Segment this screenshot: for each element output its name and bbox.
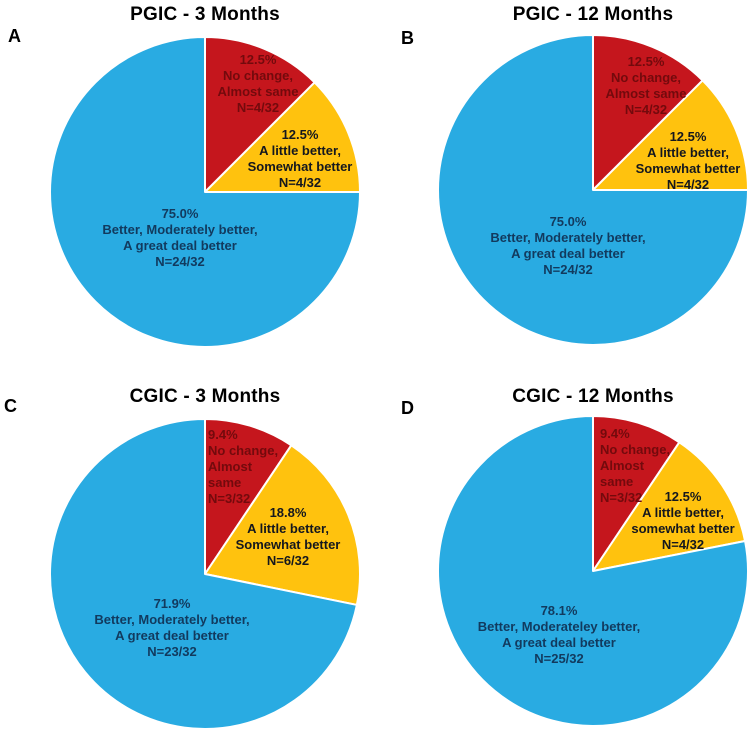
panel-title: PGIC - 3 Months [130,4,280,25]
panel-pgic-12-months: B PGIC - 12 Months 12.5% No change, Almo… [376,0,753,367]
pie-slice-blue [437,34,749,346]
panel-letter: C [4,396,17,416]
panel-cgic-3-months: C CGIC - 3 Months 9.4% No change, Almost… [0,367,376,734]
pie-slice-yellow [204,81,361,193]
pie-slice-yellow [592,79,749,191]
panel-pgic-3-months: A PGIC - 3 Months 12.5% No change, Almos… [0,0,376,367]
panel-letter: D [401,398,414,418]
pie-slice-blue [437,415,749,727]
pie-chart-pgic-3-months [49,36,361,348]
panel-letter: B [401,28,414,48]
pie-chart-cgic-3-months [49,418,361,730]
panel-cgic-12-months: D CGIC - 12 Months 9.4% No change, Almos… [376,367,753,734]
pie-slice-red [204,36,316,193]
panel-title: PGIC - 12 Months [512,4,674,25]
pie-chart-cgic-12-months [437,415,749,727]
pie-slice-red [592,415,681,572]
panel-title: CGIC - 3 Months [129,386,281,407]
pie-slice-yellow [204,444,361,606]
pie-slice-red [204,418,293,575]
pie-slice-blue [49,418,358,730]
pie-chart-pgic-12-months [437,34,749,346]
pie-slice-yellow [592,441,747,572]
pie-slice-red [592,34,704,191]
panel-letter: A [8,26,21,46]
panel-title: CGIC - 12 Months [512,386,674,407]
pie-slice-blue [49,36,361,348]
